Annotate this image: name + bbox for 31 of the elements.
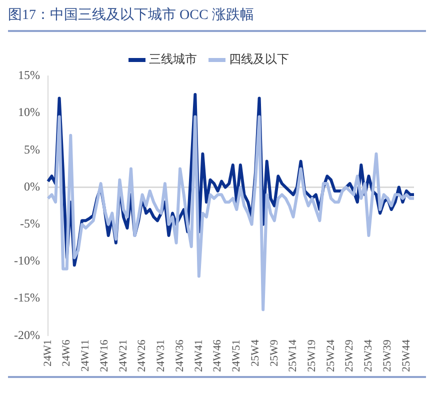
y-tick-label: -5% [20,216,40,231]
legend-label: 四线及以下 [229,52,289,66]
x-tick-label: 25W19 [306,339,318,372]
y-tick-label: 10% [18,105,40,120]
x-tick-label: 25W14 [287,339,300,372]
x-tick-label: 25W24 [324,339,337,372]
x-tick-label: 24W1 [42,340,54,367]
x-tick-label: 25W9 [268,339,280,367]
x-tick-label: 25W29 [344,339,356,372]
y-tick-label: -20% [14,328,40,342]
x-tick-label: 24W16 [98,339,110,372]
x-tick-label: 24W31 [155,340,168,372]
x-tick-label: 24W46 [212,339,224,372]
y-tick-label: 15% [18,68,40,82]
y-tick-label: 5% [24,142,40,156]
x-tick-label: 25W44 [400,339,412,372]
x-tick-label: 25W4 [249,339,262,367]
x-tick-label: 25W39 [381,339,394,372]
x-tick-label: 24W36 [174,339,186,372]
x-tick-label: 24W26 [136,339,148,372]
x-tick-label: 24W21 [117,340,130,372]
y-tick-label: -10% [14,254,40,268]
legend-label: 三线城市 [149,52,197,66]
y-tick-label: -15% [14,290,40,305]
chart-title: 图17：中国三线及以下城市 OCC 涨跌幅 [8,6,254,24]
x-tick-label: 24W41 [192,340,205,372]
x-tick-label: 25W34 [362,339,375,372]
x-tick-label: 24W11 [80,340,92,372]
x-tick-label: 24W6 [60,339,73,367]
x-tick-label: 24W51 [230,340,243,372]
y-tick-label: 0% [24,179,40,194]
